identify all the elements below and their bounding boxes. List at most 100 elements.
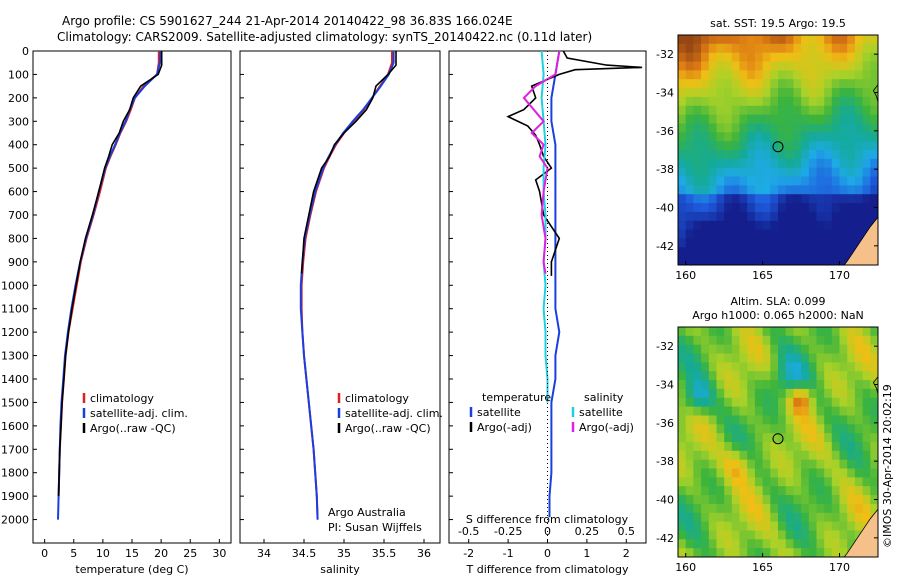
map-cell xyxy=(678,61,687,71)
map-cell xyxy=(685,247,694,257)
map-cell xyxy=(785,503,794,514)
map-cell xyxy=(808,459,817,469)
map-cell xyxy=(770,442,779,452)
y-tick-label: 500 xyxy=(8,162,29,175)
map-cell xyxy=(708,158,717,169)
map-cell xyxy=(716,79,725,89)
legend-label: satellite-adj. clim. xyxy=(90,407,188,420)
x-tick-label: 36 xyxy=(417,547,431,560)
map-cell xyxy=(724,459,733,469)
map-cell xyxy=(693,397,702,408)
map-cell xyxy=(801,158,810,169)
map-cell xyxy=(693,167,702,177)
map-cell xyxy=(831,530,840,540)
map-cell xyxy=(754,96,764,107)
map-cell xyxy=(708,79,717,89)
y-tick-label: -38 xyxy=(656,455,674,468)
map-cell xyxy=(862,132,871,142)
map-cell xyxy=(716,35,725,45)
map-cell xyxy=(701,380,710,390)
map-cell xyxy=(785,43,794,54)
map-cell xyxy=(870,424,879,434)
map-cell xyxy=(793,424,802,434)
map-cell xyxy=(693,88,702,98)
map-cell xyxy=(808,442,817,452)
legend-label: Argo(-adj) xyxy=(477,421,532,434)
map-cell xyxy=(778,397,787,408)
map-cell xyxy=(739,424,748,434)
map-cell xyxy=(847,35,856,45)
map-cell xyxy=(731,158,740,169)
map-cell xyxy=(708,185,717,195)
map-cell xyxy=(808,52,817,62)
map-cell xyxy=(685,371,694,381)
map-cell xyxy=(847,327,856,337)
map-cell xyxy=(801,114,810,124)
map-cell xyxy=(862,114,871,124)
map-cell xyxy=(862,424,871,434)
map-cell xyxy=(793,52,802,62)
map-cell xyxy=(685,459,694,469)
map-cell xyxy=(693,211,702,222)
map-cell xyxy=(754,150,764,160)
map-cell xyxy=(701,415,710,425)
map-cell xyxy=(778,495,787,505)
map-cell xyxy=(701,203,710,213)
map-cell xyxy=(816,43,825,54)
map-cell xyxy=(762,61,771,71)
map-cell xyxy=(831,79,840,89)
map-cell xyxy=(770,503,779,514)
x-tick-label: 2 xyxy=(623,547,630,560)
map-cell xyxy=(701,406,710,416)
map-cell xyxy=(701,150,710,160)
map-cell xyxy=(801,406,810,416)
map-cell xyxy=(724,450,733,461)
map-cell xyxy=(770,548,779,558)
map-cell xyxy=(747,35,756,45)
map-cell xyxy=(816,539,825,549)
map-cell xyxy=(831,203,840,213)
map-cell xyxy=(716,105,725,116)
map-cell xyxy=(716,141,725,151)
map-cell xyxy=(685,185,694,195)
legend-label: Argo(-adj) xyxy=(579,421,634,434)
map-cell xyxy=(839,344,848,354)
map-cell xyxy=(747,539,756,549)
map-cell xyxy=(685,229,694,239)
map-cell xyxy=(816,468,825,478)
map-cell xyxy=(847,114,856,124)
map-cell xyxy=(870,70,879,80)
map-cell xyxy=(862,105,871,116)
map-cell xyxy=(678,141,687,151)
map-cell xyxy=(770,362,779,372)
map-cell xyxy=(770,327,779,337)
map-cell xyxy=(801,185,810,195)
map-cell xyxy=(678,79,687,89)
map-cell xyxy=(708,194,717,204)
map-cell xyxy=(724,442,733,452)
map-cell xyxy=(793,530,802,540)
y-tick-label: -36 xyxy=(656,417,674,430)
map-cell xyxy=(854,203,864,213)
map-cell xyxy=(693,176,702,186)
map-cell xyxy=(770,150,779,160)
map-cell xyxy=(708,52,717,62)
map-cell xyxy=(724,88,733,98)
map-cell xyxy=(754,52,764,62)
map-cell xyxy=(731,220,740,231)
map-cell xyxy=(762,52,771,62)
y-tick-label: -36 xyxy=(656,125,674,138)
map-cell xyxy=(808,415,817,425)
map-cell xyxy=(870,371,879,381)
map-cell xyxy=(808,433,817,443)
map-cell xyxy=(831,477,840,487)
map-cell xyxy=(739,229,748,239)
map-cell xyxy=(816,362,825,372)
map-cell xyxy=(762,79,771,89)
map-cell xyxy=(801,539,810,549)
map-cell xyxy=(693,450,702,461)
map-cell xyxy=(824,150,833,160)
map-cell xyxy=(739,388,748,399)
map-cell xyxy=(785,247,794,257)
map-cell xyxy=(754,424,764,434)
